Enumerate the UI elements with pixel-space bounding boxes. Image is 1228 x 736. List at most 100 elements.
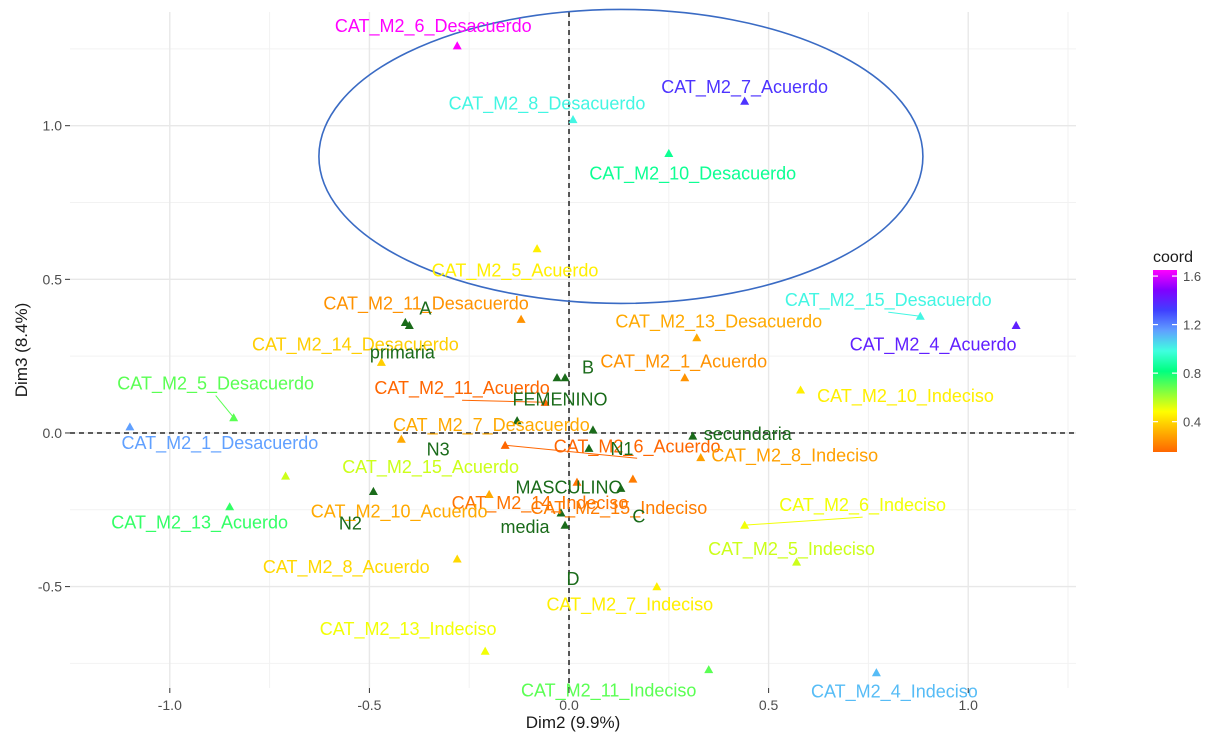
point-label: CAT_M2_14_Desacuerdo — [252, 334, 459, 355]
x-tick-label: -0.5 — [357, 697, 381, 713]
data-point — [281, 471, 291, 480]
data-point — [516, 314, 526, 323]
data-point — [452, 41, 462, 50]
point-label: CAT_M2_4_Acuerdo — [850, 334, 1017, 355]
data-point — [740, 520, 750, 529]
data-point — [740, 96, 750, 105]
supplementary-label: D — [567, 569, 580, 589]
leader-line — [744, 516, 863, 526]
plot-panel — [70, 12, 1076, 688]
legend-tick-label: 1.2 — [1183, 318, 1201, 333]
supplementary-label: B — [582, 358, 594, 378]
reference-lines — [70, 12, 1076, 688]
point-label: CAT_M2_4_Indeciso — [811, 682, 978, 703]
data-point — [225, 502, 235, 511]
point-label: CAT_M2_13_Desacuerdo — [615, 312, 822, 333]
data-point — [1011, 320, 1021, 330]
point-label: CAT_M2_5_Indeciso — [708, 539, 875, 560]
data-point — [680, 373, 690, 382]
supplementary-point — [616, 483, 626, 492]
data-point — [452, 554, 462, 563]
data-point — [376, 357, 386, 366]
supplementary-label: secundaria — [704, 424, 793, 444]
point-label: CAT_M2_6_Desacuerdo — [335, 16, 532, 37]
y-tick-label: -0.5 — [38, 579, 62, 595]
data-point — [696, 453, 706, 462]
data-point — [484, 489, 494, 499]
point-label: CAT_M2_10_Acuerdo — [311, 501, 488, 522]
data-point — [396, 434, 406, 443]
point-label: CAT_M2_13_Acuerdo — [111, 513, 288, 534]
data-points — [125, 41, 1021, 677]
legend-ticks: 0.4 0.8 1.2 1.6 — [1153, 269, 1201, 430]
supplementary-label: primaria — [370, 342, 436, 362]
supplementary-label: C — [632, 506, 645, 526]
x-tick-label: 0.5 — [759, 697, 779, 713]
point-label: CAT_M2_11_Desacuerdo — [323, 293, 528, 314]
supplementary-point — [584, 443, 594, 452]
data-point — [692, 333, 702, 342]
highlight-ellipse — [318, 8, 924, 305]
supplementary-point — [400, 317, 410, 326]
point-label: CAT_M2_10_Indeciso — [817, 386, 994, 407]
data-point — [704, 665, 714, 674]
color-legend: coord 0.4 0.8 1.2 1.6 — [1153, 249, 1201, 452]
data-point — [500, 440, 510, 449]
supplementary-label: A — [419, 298, 431, 318]
point-label: CAT_M2_5_Desacuerdo — [117, 374, 314, 395]
data-point — [568, 115, 578, 124]
legend-tick-label: 0.4 — [1183, 415, 1201, 430]
x-tick-label: 1.0 — [958, 697, 978, 713]
supplementary-point — [560, 373, 570, 382]
supplementary-label: media — [501, 517, 551, 537]
supplementary-point — [588, 425, 598, 434]
supplementary-point — [512, 416, 522, 425]
data-point — [532, 244, 542, 253]
point-label: CAT_M2_1_Acuerdo — [600, 352, 767, 373]
legend-colorbar — [1153, 270, 1177, 452]
leader-line — [505, 444, 638, 459]
point-label: CAT_M2_15_Acuerdo — [342, 457, 519, 478]
y-tick-label: 1.0 — [43, 118, 63, 134]
supplementary-point — [556, 508, 566, 517]
point-label: CAT_M2_6_Acuerdo — [554, 436, 721, 457]
data-point — [125, 422, 135, 431]
point-label: CAT_M2_1_Desacuerdo — [121, 433, 318, 454]
point-label: CAT_M2_15_Indeciso — [530, 498, 707, 519]
y-tick-label: 0.5 — [43, 271, 63, 287]
legend-title: coord — [1153, 249, 1193, 266]
y-axis-ticks: -0.5 0.0 0.5 1.0 — [38, 118, 70, 595]
data-point — [229, 413, 239, 422]
point-label: CAT_M2_11_Indeciso — [521, 681, 696, 702]
x-axis-ticks: -1.0 -0.5 0.0 0.5 1.0 — [158, 688, 978, 713]
leader-line — [215, 395, 235, 418]
data-point — [540, 397, 550, 406]
data-point — [652, 582, 662, 591]
supplementary-point — [560, 520, 570, 529]
y-axis-title: Dim3 (8.4%) — [12, 303, 31, 397]
point-label: CAT_M2_7_Indeciso — [546, 595, 713, 616]
point-label: CAT_M2_8_Acuerdo — [263, 557, 430, 578]
x-tick-label: 0.0 — [559, 697, 579, 713]
data-point — [915, 311, 925, 320]
supplementary-label: N3 — [427, 440, 450, 460]
point-label: CAT_M2_7_Desacuerdo — [393, 415, 590, 436]
point-labels: CAT_M2_6_Desacuerdo CAT_M2_7_Acuerdo CAT_M… — [111, 16, 1016, 703]
x-axis-title: Dim2 (9.9%) — [526, 713, 620, 732]
supplementary-label: N2 — [339, 513, 362, 533]
data-point — [871, 668, 881, 677]
legend-tick-label: 1.6 — [1183, 269, 1201, 284]
point-label: CAT_M2_7_Acuerdo — [661, 77, 828, 98]
point-label: CAT_M2_6_Indeciso — [779, 495, 946, 516]
supplementary-label: MASCULINO — [515, 477, 622, 497]
point-label: CAT_M2_11_Acuerdo — [374, 378, 549, 399]
point-label: CAT_M2_8_Indeciso — [711, 446, 878, 467]
leader-line — [888, 311, 921, 317]
supplementary-label: N1 — [610, 439, 633, 459]
supplementary-point — [404, 320, 414, 330]
x-tick-label: -1.0 — [158, 697, 182, 713]
y-tick-label: 0.0 — [43, 425, 63, 441]
data-point — [792, 557, 802, 566]
legend-tick-label: 0.8 — [1183, 366, 1201, 381]
